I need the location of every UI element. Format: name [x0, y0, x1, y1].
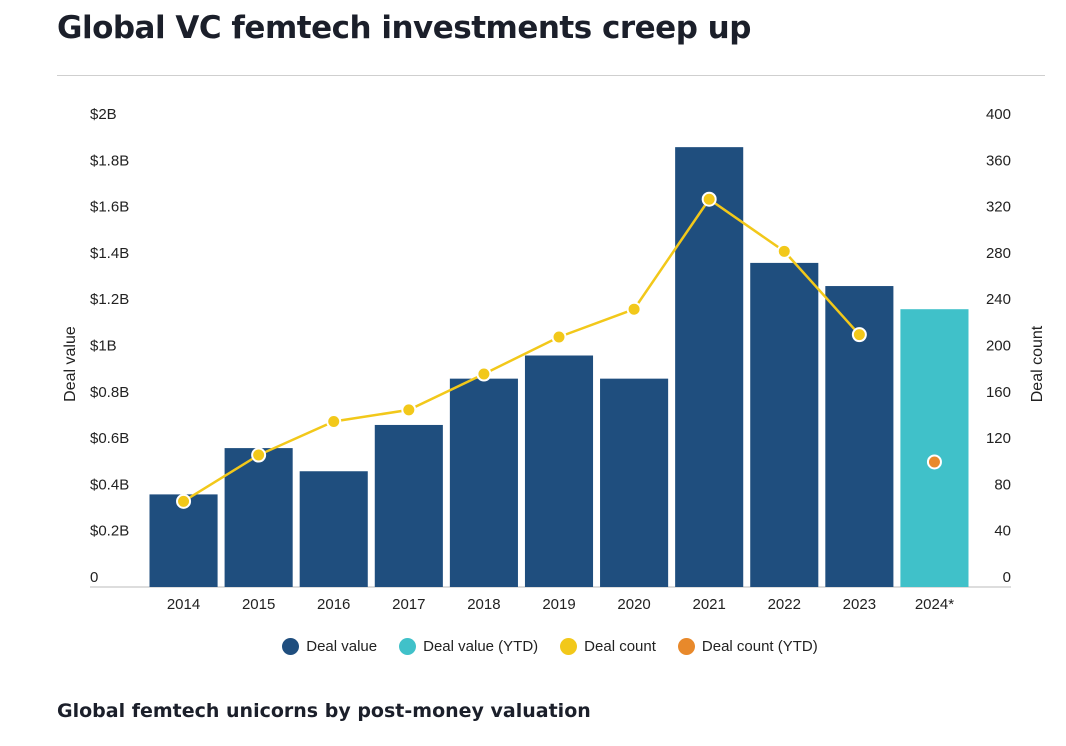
legend-swatch-deal-value-ytd — [399, 638, 417, 655]
x-tick-label: 2021 — [692, 596, 725, 613]
x-tick-label: 2023 — [843, 596, 876, 613]
bar-deal-value-ytd — [900, 309, 969, 587]
x-tick-label: 2022 — [768, 596, 801, 613]
x-tick-label: 2014 — [167, 596, 200, 613]
legend-item-deal-value-ytd[interactable]: Deal value (YTD) — [399, 638, 538, 655]
bar-deal-value — [449, 378, 518, 587]
legend-label: Deal count — [584, 638, 656, 655]
y-tick-label-left: $1.4B — [90, 245, 129, 262]
legend-label: Deal value (YTD) — [423, 638, 539, 655]
point-deal-count — [851, 327, 867, 343]
y-tick-label-left: $2B — [90, 106, 117, 123]
y-tick-label-right: 160 — [986, 384, 1011, 401]
y-tick-label-right: 0 — [1003, 569, 1011, 586]
y-tick-label-right: 80 — [994, 476, 1011, 493]
y-axis-title-right: Deal count — [1029, 325, 1046, 402]
bar-deal-value — [224, 448, 293, 587]
y-tick-label-left: $0.2B — [90, 523, 129, 540]
y-tick-label-right: 200 — [986, 338, 1011, 355]
point-deal-count — [701, 191, 717, 207]
point-deal-count — [776, 243, 792, 259]
point-deal-count — [551, 329, 567, 345]
bar-deal-value — [149, 494, 218, 587]
x-tick-label: 2016 — [317, 596, 350, 613]
y-tick-label-left: $1.6B — [90, 199, 129, 216]
legend-swatch-deal-count — [560, 638, 578, 655]
bar-deal-value — [750, 262, 819, 587]
point-deal-count — [176, 493, 192, 509]
point-deal-count — [251, 447, 267, 463]
y-tick-label-left: $0.6B — [90, 430, 129, 447]
y-tick-label-left: 0 — [90, 569, 98, 586]
point-deal-count — [626, 301, 642, 317]
legend-label: Deal value — [306, 638, 378, 655]
page-title: Global VC femtech investments creep up — [57, 10, 751, 46]
point-deal-count — [326, 413, 342, 429]
y-tick-label-right: 240 — [986, 291, 1011, 308]
legend-swatch-deal-value — [282, 638, 300, 655]
legend-label: Deal count (YTD) — [701, 638, 818, 655]
point-deal-count-ytd — [926, 454, 942, 470]
x-tick-label: 2019 — [542, 596, 575, 613]
y-tick-label-right: 320 — [986, 199, 1011, 216]
y-tick-label-right: 280 — [986, 245, 1011, 262]
x-tick-label: 2017 — [392, 596, 425, 613]
section-subtitle: Global femtech unicorns by post-money va… — [57, 700, 591, 722]
y-tick-label-right: 360 — [986, 152, 1011, 169]
legend-item-deal-count-ytd[interactable]: Deal count (YTD) — [677, 638, 818, 655]
x-tick-label: 2018 — [467, 596, 500, 613]
y-axis-title-left: Deal value — [62, 326, 79, 402]
bar-deal-value — [299, 471, 368, 587]
y-tick-label-left: $1.8B — [90, 152, 129, 169]
y-tick-label-right: 40 — [994, 523, 1011, 540]
title-divider — [57, 75, 1045, 76]
point-deal-count — [476, 366, 492, 382]
y-tick-label-left: $1B — [90, 338, 117, 355]
y-tick-label-right: 120 — [986, 430, 1011, 447]
y-tick-label-left: $0.4B — [90, 476, 129, 493]
x-tick-label: 2015 — [242, 596, 275, 613]
y-tick-label-left: $0.8B — [90, 384, 129, 401]
bar-deal-value — [524, 355, 594, 587]
bar-deal-value — [675, 147, 744, 587]
y-tick-label-right: 400 — [986, 106, 1011, 123]
bar-deal-value — [600, 378, 669, 587]
legend-item-deal-count[interactable]: Deal count — [560, 638, 656, 655]
y-tick-label-left: $1.2B — [90, 291, 129, 308]
x-tick-label: 2020 — [617, 596, 650, 613]
point-deal-count — [401, 402, 417, 418]
legend-item-deal-value[interactable]: Deal value — [282, 638, 377, 655]
x-tick-label: 2024* — [915, 596, 954, 613]
line-deal-count — [182, 197, 861, 503]
chart-legend: Deal value Deal value (YTD) Deal count D… — [0, 638, 1066, 655]
bar-deal-value — [374, 424, 443, 587]
legend-swatch-deal-count-ytd — [677, 638, 695, 655]
